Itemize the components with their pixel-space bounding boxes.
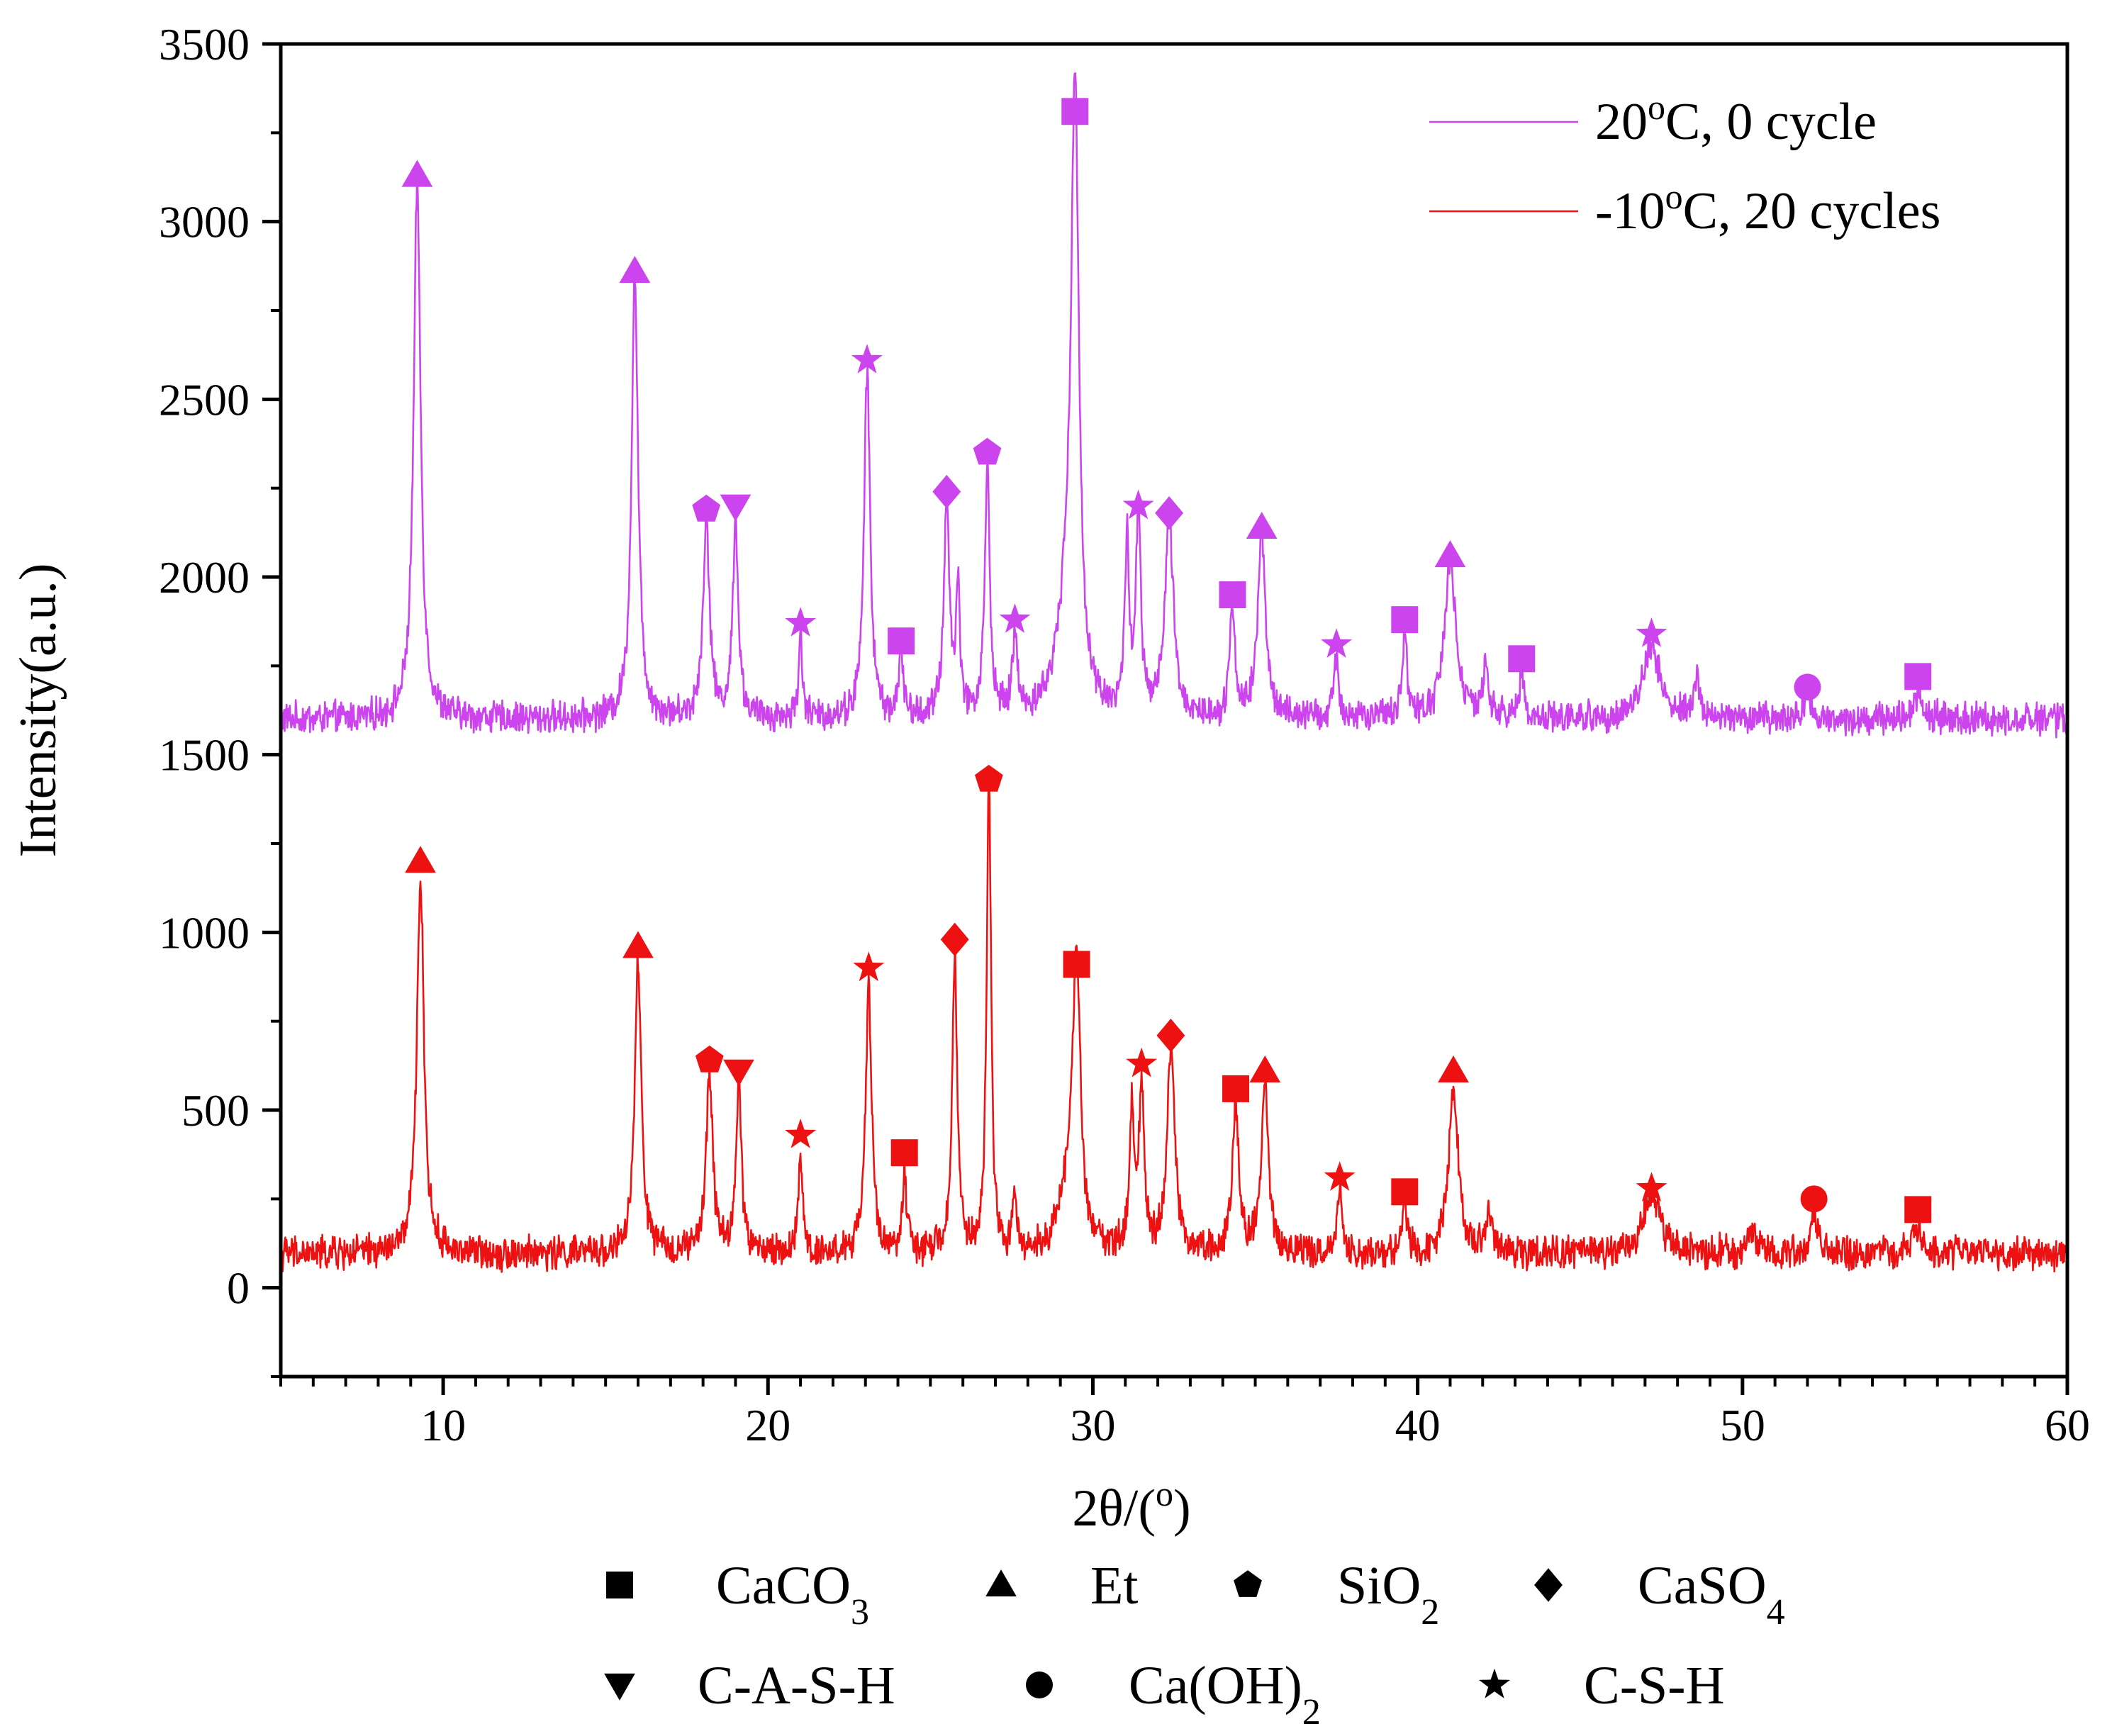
phase-marker-caco3 (888, 627, 915, 655)
phase-marker-caco3 (1391, 606, 1419, 634)
series-legend: 20oC, 0 cycle -10oC, 20 cycles (1429, 87, 1940, 240)
phase-marker-caco3 (1222, 1075, 1250, 1102)
phase-marker-et (405, 846, 436, 873)
phase-marker-et (1246, 511, 1278, 539)
phase-marker-c-a-s-h (720, 494, 752, 522)
phase-marker-caco3 (890, 1139, 918, 1167)
y-tick-label: 0 (227, 1263, 250, 1314)
phase-marker-et (1438, 1055, 1469, 1083)
phase-marker-caco3 (1904, 663, 1932, 690)
phase-marker-caco3 (1508, 645, 1536, 673)
phase-legend-label: Et (1090, 1556, 1139, 1615)
legend-label: -10oC, 20 cycles (1595, 177, 1940, 240)
phase-marker-caco3 (1904, 1196, 1932, 1223)
phase-marker-c-s-h (1321, 628, 1353, 658)
phase-marker-c-s-h (851, 344, 883, 374)
phase-legend-symbol-caco3 (606, 1572, 633, 1598)
phase-legend-symbol-et (985, 1569, 1017, 1597)
phase-marker-caco3 (1391, 1178, 1419, 1206)
phase-marker-ca-oh-2 (1800, 1185, 1828, 1213)
phase-marker-c-s-h (1636, 1172, 1667, 1202)
phase-marker-et (401, 159, 433, 187)
phase-marker-c-s-h (853, 951, 885, 982)
phase-marker-caco3 (1063, 951, 1090, 978)
phase-legend-label: Ca(OH)2 (1129, 1656, 1321, 1732)
phase-legend-symbol-c-a-s-h (604, 1673, 635, 1701)
phase-legend-symbol-ca-oh-2 (1026, 1671, 1053, 1698)
y-tick-label: 2500 (159, 374, 250, 425)
phase-marker-caso4 (1155, 496, 1184, 530)
phase-marker-et (622, 931, 654, 958)
phase-marker-c-s-h (999, 603, 1031, 633)
y-tick-label: 3500 (159, 19, 250, 69)
legend-label: 20oC, 0 cycle (1595, 87, 1877, 151)
x-tick-label: 50 (1720, 1400, 1765, 1450)
phase-marker-ca-oh-2 (1794, 673, 1821, 701)
phase-marker-caco3 (1061, 98, 1089, 125)
x-tick-label: 60 (2045, 1400, 2090, 1450)
phase-marker-c-s-h (785, 607, 817, 637)
x-tick-label: 40 (1395, 1400, 1441, 1450)
phase-marker-caso4 (932, 474, 961, 509)
phase-marker-et (619, 256, 651, 284)
phase-marker-c-s-h (1636, 617, 1667, 647)
phase-marker-caco3 (1219, 581, 1246, 609)
x-tick-label: 20 (745, 1400, 790, 1450)
phase-legend-symbol-c-s-h (1479, 1668, 1510, 1698)
phase-legend-label: C-S-H (1584, 1656, 1724, 1715)
phase-marker-caso4 (1156, 1018, 1185, 1053)
phase-marker-sio2 (975, 764, 1003, 792)
y-tick-label: 2000 (159, 552, 250, 603)
phase-marker-et (1249, 1055, 1281, 1083)
y-tick-label: 1500 (159, 730, 250, 780)
x-axis-label: 2θ/(o) (1072, 1474, 1190, 1538)
phase-legend: CaCO3 Et SiO2 CaSO4 C-A-S-H Ca(OH)2 C-S-H (604, 1556, 1785, 1732)
series-line-0 (281, 72, 2067, 739)
phase-legend-label: SiO2 (1337, 1556, 1439, 1633)
phase-marker-sio2 (695, 1045, 724, 1073)
phase-marker-c-s-h (1122, 489, 1154, 520)
phase-legend-symbol-sio2 (1234, 1570, 1262, 1597)
y-tick-label: 500 (181, 1085, 250, 1136)
phase-marker-c-a-s-h (723, 1059, 754, 1087)
y-tick-label: 1000 (159, 907, 250, 958)
series-line-1 (281, 776, 2067, 1273)
phase-marker-c-s-h (1126, 1047, 1158, 1077)
plot-frame (279, 42, 2069, 1379)
y-tick-label: 3000 (159, 197, 250, 247)
phase-legend-label: CaSO4 (1638, 1556, 1785, 1633)
phase-legend-label: CaCO3 (716, 1556, 869, 1633)
x-tick-label: 10 (420, 1400, 466, 1450)
phase-marker-et (1434, 540, 1466, 568)
x-tick-label: 30 (1070, 1400, 1115, 1450)
phase-marker-sio2 (973, 437, 1002, 465)
y-axis-label: Intensity(a.u.) (9, 563, 67, 857)
phase-marker-sio2 (692, 494, 721, 522)
phase-marker-caso4 (940, 922, 969, 957)
phase-legend-symbol-caso4 (1534, 1568, 1563, 1602)
phase-marker-c-s-h (1324, 1161, 1356, 1191)
phase-marker-c-s-h (785, 1119, 817, 1148)
phase-legend-label: C-A-S-H (698, 1656, 895, 1715)
